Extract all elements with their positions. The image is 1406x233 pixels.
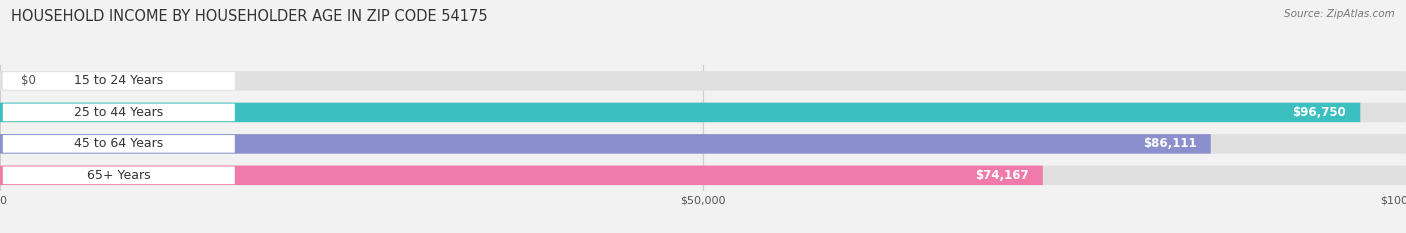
Text: 45 to 64 Years: 45 to 64 Years — [75, 137, 163, 150]
FancyBboxPatch shape — [0, 134, 1211, 154]
Text: 25 to 44 Years: 25 to 44 Years — [75, 106, 163, 119]
Text: $0: $0 — [21, 75, 37, 87]
FancyBboxPatch shape — [0, 166, 1406, 185]
Text: 15 to 24 Years: 15 to 24 Years — [75, 75, 163, 87]
FancyBboxPatch shape — [0, 166, 1043, 185]
Text: Source: ZipAtlas.com: Source: ZipAtlas.com — [1284, 9, 1395, 19]
Text: $74,167: $74,167 — [976, 169, 1029, 182]
Text: $86,111: $86,111 — [1143, 137, 1197, 150]
FancyBboxPatch shape — [3, 135, 235, 153]
Text: $96,750: $96,750 — [1292, 106, 1347, 119]
FancyBboxPatch shape — [0, 71, 1406, 91]
FancyBboxPatch shape — [0, 134, 1406, 154]
Text: 65+ Years: 65+ Years — [87, 169, 150, 182]
FancyBboxPatch shape — [0, 103, 1361, 122]
FancyBboxPatch shape — [3, 104, 235, 121]
Text: HOUSEHOLD INCOME BY HOUSEHOLDER AGE IN ZIP CODE 54175: HOUSEHOLD INCOME BY HOUSEHOLDER AGE IN Z… — [11, 9, 488, 24]
FancyBboxPatch shape — [0, 103, 1406, 122]
FancyBboxPatch shape — [3, 167, 235, 184]
FancyBboxPatch shape — [3, 72, 235, 90]
